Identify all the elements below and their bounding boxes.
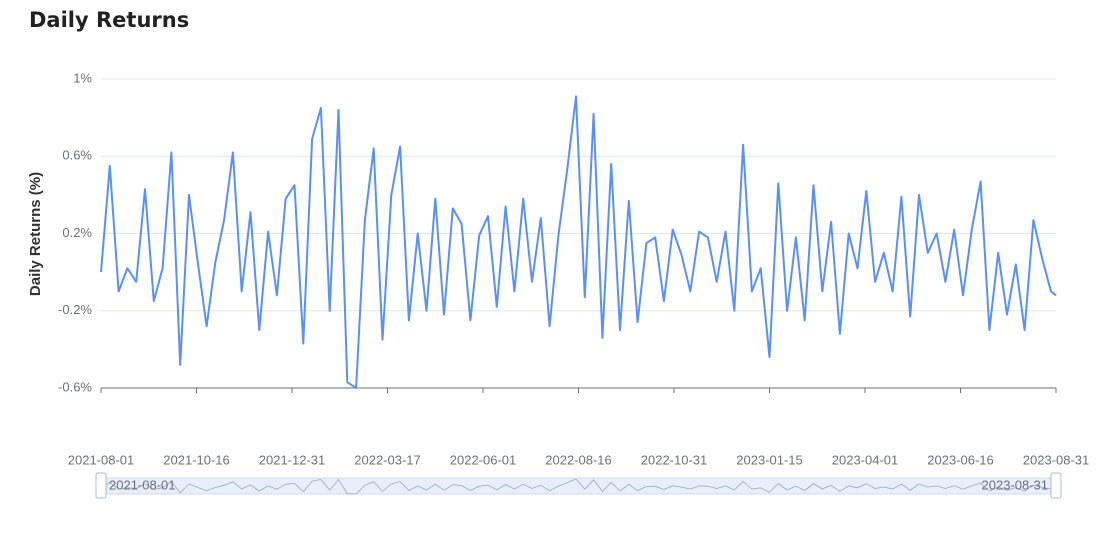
zoom-preview xyxy=(100,478,1057,495)
y-tick-label: 0.6% xyxy=(62,148,92,163)
y-tick-label: -0.6% xyxy=(58,379,92,394)
x-tick-label: 2022-10-31 xyxy=(641,452,708,467)
zoom-end-label: 2023-08-31 xyxy=(982,477,1049,492)
chart-title: Daily Returns xyxy=(29,8,189,32)
x-tick-label: 2022-03-17 xyxy=(354,452,421,467)
x-tick-label: 2022-08-16 xyxy=(545,452,612,467)
line-series xyxy=(100,95,1057,389)
zoom-handle[interactable] xyxy=(1050,472,1062,499)
x-tick-label: 2023-08-31 xyxy=(1023,452,1090,467)
y-tick-label: -0.2% xyxy=(58,302,92,317)
x-tick-label: 2021-10-16 xyxy=(163,452,230,467)
y-tick-label: 1% xyxy=(73,70,92,85)
y-axis-label: Daily Returns (%) xyxy=(27,172,44,296)
x-tick-label: 2021-08-01 xyxy=(68,452,135,467)
x-tick-label: 2023-06-16 xyxy=(927,452,994,467)
x-tick-label: 2022-06-01 xyxy=(450,452,517,467)
zoom-start-label: 2021-08-01 xyxy=(109,477,176,492)
x-tick-label: 2021-12-31 xyxy=(259,452,326,467)
y-tick-label: 0.2% xyxy=(62,225,92,240)
zoom-slider[interactable] xyxy=(100,477,1057,495)
x-tick-label: 2023-04-01 xyxy=(832,452,899,467)
zoom-handle[interactable] xyxy=(95,472,107,499)
x-tick-label: 2023-01-15 xyxy=(736,452,803,467)
